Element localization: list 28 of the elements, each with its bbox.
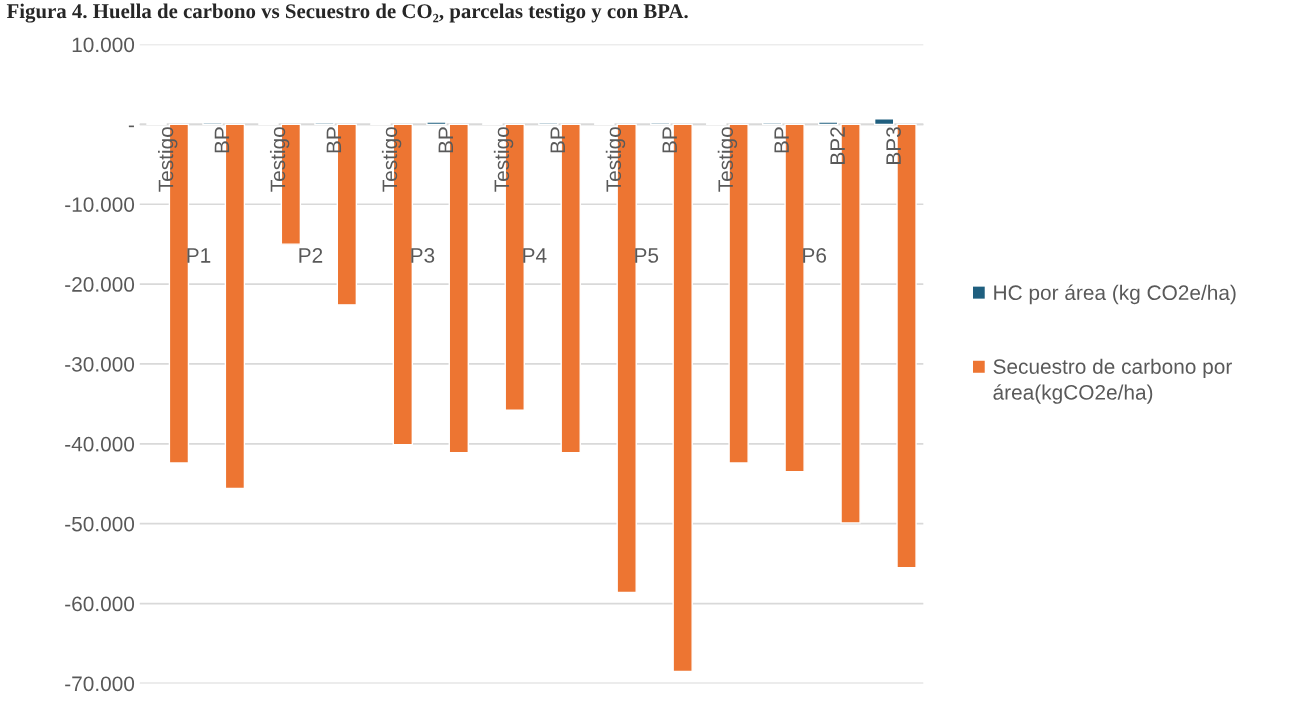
y-tick-label: -30.000 <box>65 356 135 372</box>
x-tick-label: Testigo <box>158 127 178 192</box>
x-tick-label: Testigo <box>381 127 402 192</box>
x-tick-label: Testigo <box>605 127 626 192</box>
x-tick-label: BP <box>774 127 789 153</box>
x-tick-label: BP <box>326 127 342 153</box>
y-tick-label: - <box>128 125 134 128</box>
y-tick-label: -40.000 <box>65 436 135 452</box>
x-tick-label: BP <box>214 127 230 153</box>
x-tick-label: BP2 <box>830 127 845 164</box>
x-tick-label: Testigo <box>269 127 290 192</box>
x-tick-label: BP3 <box>886 127 901 164</box>
annotation: P6 <box>803 248 827 263</box>
x-tick-label: Testigo <box>493 127 514 192</box>
x-tick-label: BP <box>550 127 565 153</box>
legend-label: Secuestro de carbono por área(kgCO2e/ha) <box>993 358 1232 404</box>
y-tick-label: 10.000 <box>72 37 135 53</box>
y-tick-label: -70.000 <box>65 676 135 692</box>
legend-label: HC por área (kg CO2e/ha) <box>994 284 1236 305</box>
chart-title: Figura 4. Huella de carbono vs Secuestro de CO₂, parcelas testigo y con BPA. <box>6 3 688 23</box>
x-tick-label: BP <box>438 127 453 153</box>
y-tick-label: -60.000 <box>65 596 135 612</box>
annotation: P2 <box>299 248 323 263</box>
y-tick-label: -10.000 <box>65 197 135 212</box>
y-tick-label: -20.000 <box>65 277 135 292</box>
x-tick-label: Testigo <box>717 127 738 192</box>
y-tick-label: -50.000 <box>65 516 135 532</box>
x-tick-label: BP <box>662 127 677 153</box>
